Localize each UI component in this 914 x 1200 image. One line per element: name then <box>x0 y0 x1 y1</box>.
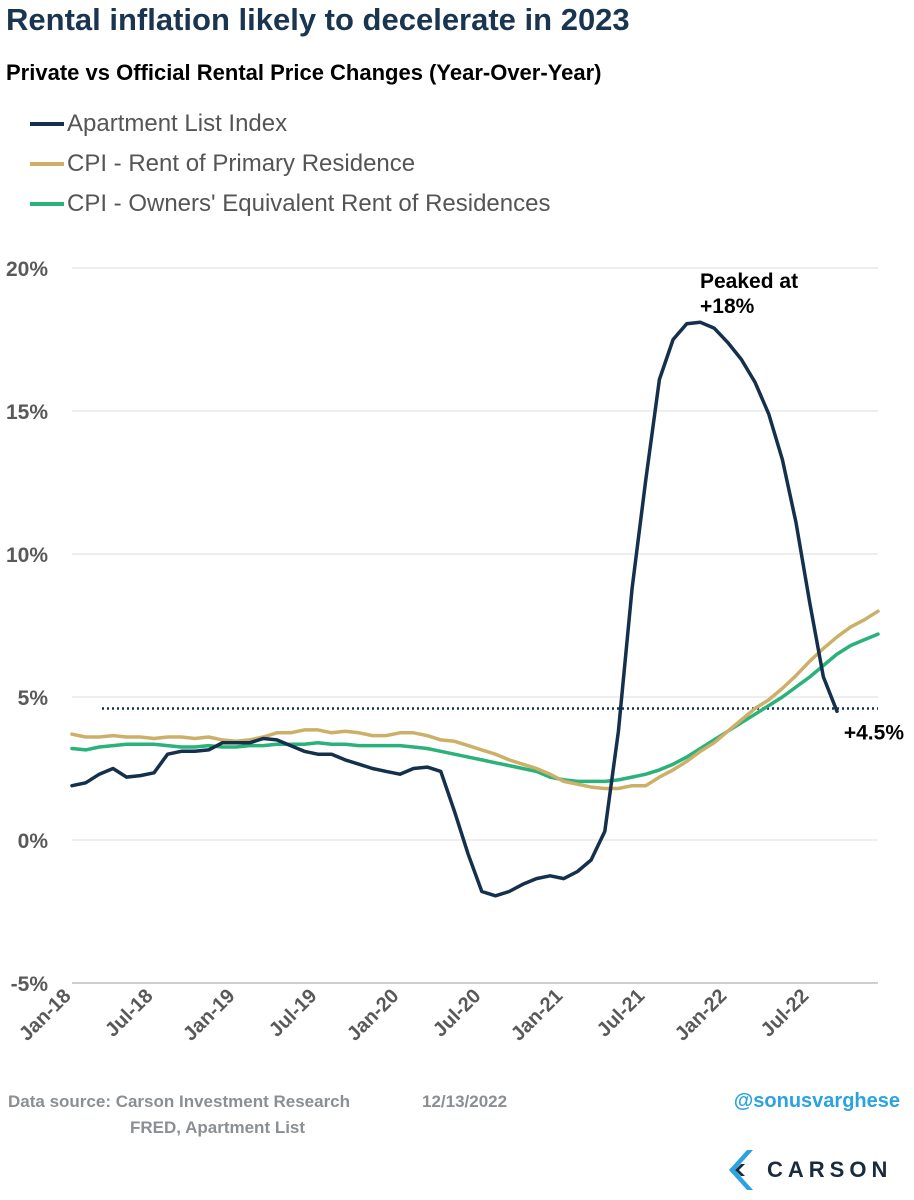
legend-line-icon <box>30 202 64 206</box>
carson-chevron-icon <box>729 1150 753 1190</box>
line-chart: -5%0%5%10%15%20%Jan-18 Jul-18 Jan-19 Jul-19… <box>6 258 904 1045</box>
series-line-cpi-owners-equivalent-rent-of-residences <box>70 632 880 784</box>
data-source-secondary: FRED, Apartment List <box>130 1118 306 1137</box>
x-tick-label: Jul-21 <box>593 985 649 1041</box>
legend-item-apartment-list: Apartment List Index <box>30 110 287 138</box>
legend-line-icon <box>30 162 64 166</box>
y-tick-label: 20% <box>6 258 48 281</box>
data-source: Data source: Carson Investment Research <box>8 1092 351 1111</box>
latest-value-annotation: +4.5% <box>844 721 904 744</box>
legend-label: Apartment List Index <box>67 110 288 137</box>
y-tick-label: -5% <box>11 973 49 996</box>
y-tick-label: 15% <box>6 401 48 424</box>
x-tick-label: Jan-22 <box>671 985 731 1045</box>
y-tick-label: 5% <box>18 687 49 710</box>
x-tick-label: Jul-22 <box>757 985 813 1041</box>
legend-label: CPI - Owners' Equivalent Rent of Residen… <box>67 190 551 217</box>
x-tick-label: Jul-20 <box>429 985 485 1041</box>
carson-logo: CARSON <box>725 1150 892 1190</box>
x-tick-label: Jan-20 <box>343 985 403 1045</box>
peak-annotation: Peaked at <box>700 270 798 293</box>
x-tick-label: Jan-19 <box>179 985 239 1045</box>
publish-date: 12/13/2022 <box>422 1092 508 1111</box>
chart-subtitle: Private vs Official Rental Price Changes… <box>6 60 602 85</box>
legend-line-icon <box>30 122 64 126</box>
legend-item-cpi-rent: CPI - Rent of Primary Residence <box>30 150 415 178</box>
legend-label: CPI - Rent of Primary Residence <box>67 150 416 177</box>
twitter-handle: @sonusvarghese <box>733 1090 900 1112</box>
page-title: Rental inflation likely to decelerate in… <box>6 2 630 37</box>
y-tick-label: 10% <box>6 544 48 567</box>
x-tick-label: Jul-19 <box>265 985 321 1041</box>
peak-value-annotation: +18% <box>700 295 755 318</box>
y-tick-label: 0% <box>18 830 49 853</box>
series-line-apartment-list-index <box>70 320 839 898</box>
x-tick-label: Jan-21 <box>507 985 567 1045</box>
legend-item-cpi-oer: CPI - Owners' Equivalent Rent of Residen… <box>30 190 550 218</box>
series-line-cpi-rent-of-primary-residence <box>70 609 880 791</box>
carson-logo-text: CARSON <box>767 1157 893 1182</box>
x-tick-label: Jul-18 <box>101 985 157 1041</box>
